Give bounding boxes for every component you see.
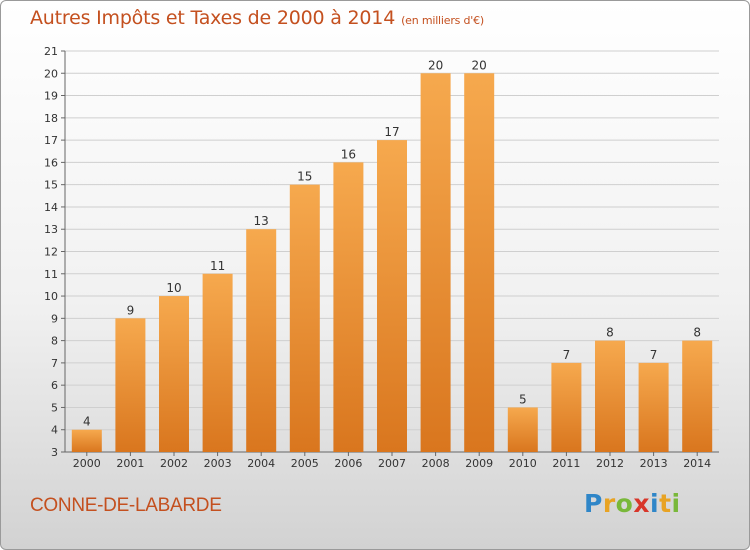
data-label-2011: 7 <box>563 348 571 362</box>
y-tick-label: 10 <box>44 290 58 303</box>
bar-2013 <box>638 362 669 452</box>
bar-2002 <box>159 296 189 452</box>
title-text: Autres Impôts et Taxes de 2000 à 2014 <box>30 7 396 29</box>
y-tick-label: 4 <box>51 424 58 437</box>
y-tick-label: 9 <box>51 312 58 325</box>
data-label-2013: 7 <box>650 348 658 362</box>
logo-letter: x <box>633 489 650 518</box>
y-tick-label: 19 <box>44 90 58 103</box>
bar-2000 <box>71 429 102 452</box>
data-label-2006: 16 <box>341 147 356 161</box>
x-tick-label-2012: 2012 <box>596 457 624 470</box>
bar-2004 <box>246 229 277 452</box>
y-tick-label: 18 <box>44 112 58 125</box>
x-tick-label-2005: 2005 <box>291 457 319 470</box>
data-label-2007: 17 <box>384 125 399 139</box>
x-tick-label-2011: 2011 <box>552 457 580 470</box>
y-tick-label: 16 <box>44 156 58 169</box>
x-tick-label-2014: 2014 <box>683 457 711 470</box>
y-tick-label: 3 <box>51 446 58 459</box>
y-tick-labels: 3 4 5 6 7 8 9 10 11 12 13 14 15 16 17 18 19 20 21 <box>44 45 58 459</box>
x-tick-label-2001: 2001 <box>116 457 144 470</box>
x-tick-label-2002: 2002 <box>160 457 188 470</box>
x-tick-label-2007: 2007 <box>378 457 406 470</box>
data-label-2003: 11 <box>210 259 225 273</box>
x-tick-label-2006: 2006 <box>334 457 362 470</box>
y-tick-label: 5 <box>51 401 58 414</box>
data-label-2008: 20 <box>428 58 443 72</box>
bar-2014 <box>682 340 713 452</box>
x-tick-label-2013: 2013 <box>640 457 668 470</box>
commune-name: CONNE-DE-LABARDE <box>30 495 222 516</box>
chart-subtitle: (en milliers d'€) <box>401 14 484 27</box>
y-tick-label: 20 <box>44 67 58 80</box>
logo-letter: i <box>650 489 660 518</box>
y-tick-label: 21 <box>44 45 58 58</box>
y-tick-label: 14 <box>44 201 58 214</box>
x-tick-label-2010: 2010 <box>509 457 537 470</box>
bar-2001 <box>115 318 146 452</box>
bar-2005 <box>289 184 320 452</box>
data-label-2014: 8 <box>693 326 701 340</box>
bar-2009 <box>464 73 495 453</box>
y-tick-label: 7 <box>51 357 58 370</box>
x-tick-label-2003: 2003 <box>204 457 232 470</box>
x-tick-label-2004: 2004 <box>247 457 275 470</box>
logo-letter: i <box>671 489 681 518</box>
data-label-2004: 13 <box>254 214 269 228</box>
data-label-2009: 20 <box>472 58 487 72</box>
data-label-2010: 5 <box>519 392 527 406</box>
logo-letter: r <box>602 489 616 518</box>
data-label-2005: 15 <box>297 170 312 184</box>
bar-2003 <box>202 273 233 452</box>
bar-2011 <box>551 362 582 452</box>
y-tick-label: 17 <box>44 134 58 147</box>
data-label-2001: 9 <box>127 303 135 317</box>
x-tick-label-2008: 2008 <box>422 457 450 470</box>
y-tick-label: 12 <box>44 246 58 259</box>
y-tick-label: 13 <box>44 223 58 236</box>
bar-2007 <box>377 140 407 452</box>
proxiti-logo: Proxiti <box>584 489 681 518</box>
bar-2012 <box>595 340 625 452</box>
x-tick-label-2000: 2000 <box>73 457 101 470</box>
logo-letter: t <box>659 489 672 518</box>
data-label-2002: 10 <box>166 281 181 295</box>
x-tick-label-2009: 2009 <box>465 457 493 470</box>
bar-2008 <box>420 73 451 453</box>
data-label-2012: 8 <box>606 326 614 340</box>
y-tick-label: 8 <box>51 335 58 348</box>
bar-2006 <box>333 162 364 452</box>
chart-title: Autres Impôts et Taxes de 2000 à 2014 (en… <box>30 7 484 29</box>
bar-2010 <box>507 407 538 452</box>
data-label-2000: 4 <box>83 415 91 429</box>
logo-letter: o <box>615 489 634 518</box>
x-tick-labels: 2000 2001 2002 2003 2004 2005 2006 2007 2008 2009… <box>73 457 711 470</box>
y-tick-label: 15 <box>44 179 58 192</box>
y-tick-label: 11 <box>44 268 58 281</box>
bars <box>71 73 713 453</box>
logo-letter: P <box>584 489 603 518</box>
data-labels: 4 9 10 11 13 15 16 17 20 20 5 7 8 7 8 <box>83 58 701 428</box>
y-tick-label: 6 <box>51 379 58 392</box>
